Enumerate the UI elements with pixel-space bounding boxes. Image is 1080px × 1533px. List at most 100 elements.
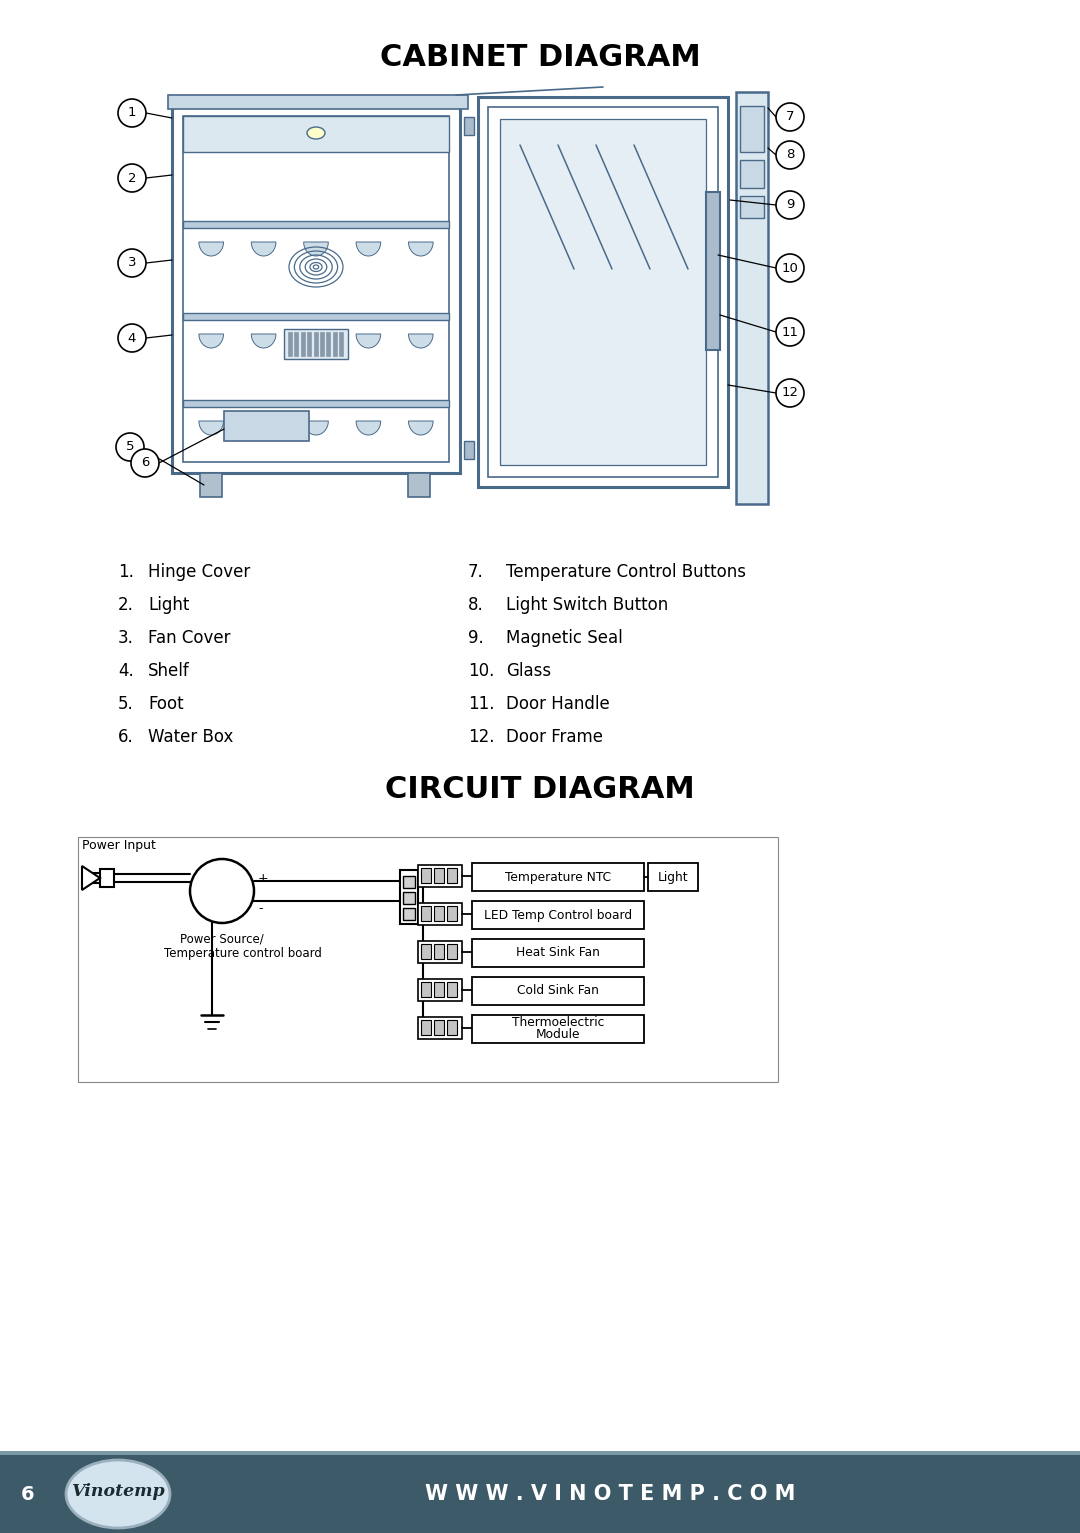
Bar xyxy=(488,107,718,477)
Text: Shelf: Shelf xyxy=(148,662,190,681)
Text: Temperature control board: Temperature control board xyxy=(164,946,322,960)
Bar xyxy=(478,97,728,487)
Text: Power Source/: Power Source/ xyxy=(180,932,264,946)
Circle shape xyxy=(777,192,804,219)
Bar xyxy=(418,980,462,1001)
Circle shape xyxy=(777,317,804,346)
Bar xyxy=(464,117,474,135)
Text: 5.: 5. xyxy=(118,694,134,713)
Text: 8: 8 xyxy=(786,149,794,161)
Bar xyxy=(284,330,348,359)
Bar xyxy=(472,901,644,929)
Bar xyxy=(421,983,431,996)
Bar xyxy=(183,313,449,320)
Bar xyxy=(200,474,222,497)
Bar xyxy=(421,868,431,883)
Circle shape xyxy=(777,141,804,169)
Text: 2: 2 xyxy=(127,172,136,184)
Text: Foot: Foot xyxy=(148,694,184,713)
Text: 2.: 2. xyxy=(118,596,134,615)
Bar xyxy=(434,944,444,960)
Text: 9.: 9. xyxy=(468,629,484,647)
Bar xyxy=(735,92,768,504)
Bar xyxy=(307,333,311,356)
Bar xyxy=(295,333,298,356)
Bar xyxy=(472,1015,644,1042)
Text: Vinotemp: Vinotemp xyxy=(71,1484,165,1501)
Text: 5: 5 xyxy=(125,440,134,454)
Text: Light: Light xyxy=(148,596,189,615)
Polygon shape xyxy=(408,422,433,435)
Bar xyxy=(224,411,309,442)
Bar xyxy=(464,442,474,458)
Text: Fan Cover: Fan Cover xyxy=(148,629,230,647)
Text: 3.: 3. xyxy=(118,629,134,647)
Bar xyxy=(447,983,457,996)
Circle shape xyxy=(777,379,804,406)
Polygon shape xyxy=(82,866,100,891)
Bar xyxy=(403,892,415,904)
Bar xyxy=(78,837,778,1082)
Circle shape xyxy=(777,254,804,282)
Bar xyxy=(301,333,305,356)
Bar xyxy=(339,333,343,356)
Text: W W W . V I N O T E M P . C O M: W W W . V I N O T E M P . C O M xyxy=(424,1484,795,1504)
Bar xyxy=(320,333,324,356)
Bar xyxy=(421,944,431,960)
Bar xyxy=(434,983,444,996)
Circle shape xyxy=(116,432,144,461)
Circle shape xyxy=(190,858,254,923)
Bar xyxy=(418,941,462,963)
Polygon shape xyxy=(303,422,328,435)
Text: Door Frame: Door Frame xyxy=(507,728,603,747)
Text: 10.: 10. xyxy=(468,662,495,681)
Text: Light Switch Button: Light Switch Button xyxy=(507,596,669,615)
Text: Glass: Glass xyxy=(507,662,551,681)
Bar xyxy=(421,1019,431,1035)
Bar xyxy=(418,1016,462,1039)
Text: 4: 4 xyxy=(127,331,136,345)
Polygon shape xyxy=(408,334,433,348)
Polygon shape xyxy=(356,242,381,256)
Circle shape xyxy=(118,100,146,127)
Text: CIRCUIT DIAGRAM: CIRCUIT DIAGRAM xyxy=(386,776,694,805)
Bar xyxy=(421,906,431,921)
Text: 8.: 8. xyxy=(468,596,484,615)
Polygon shape xyxy=(356,334,381,348)
Bar xyxy=(418,865,462,888)
Bar xyxy=(472,977,644,1006)
Text: 1: 1 xyxy=(127,106,136,120)
Bar xyxy=(403,875,415,888)
Bar xyxy=(0,1452,1080,1455)
Bar xyxy=(0,1453,1080,1533)
Bar xyxy=(288,333,292,356)
Circle shape xyxy=(118,323,146,353)
Ellipse shape xyxy=(66,1459,170,1528)
Text: 12.: 12. xyxy=(468,728,495,747)
Text: 6: 6 xyxy=(140,457,149,469)
Bar xyxy=(313,333,318,356)
Polygon shape xyxy=(303,334,328,348)
Bar xyxy=(183,117,449,152)
Text: Magnetic Seal: Magnetic Seal xyxy=(507,629,623,647)
Bar xyxy=(447,906,457,921)
Bar xyxy=(403,908,415,920)
Bar xyxy=(740,106,764,152)
Text: +: + xyxy=(258,871,269,885)
Text: -: - xyxy=(258,903,262,915)
Text: 6.: 6. xyxy=(118,728,134,747)
Polygon shape xyxy=(199,334,224,348)
Polygon shape xyxy=(199,422,224,435)
Polygon shape xyxy=(199,242,224,256)
Text: 3: 3 xyxy=(127,256,136,270)
Text: 10: 10 xyxy=(782,262,798,274)
Circle shape xyxy=(777,103,804,130)
Text: Temperature NTC: Temperature NTC xyxy=(505,871,611,883)
Text: Door Handle: Door Handle xyxy=(507,694,610,713)
Ellipse shape xyxy=(307,127,325,140)
Text: Heat Sink Fan: Heat Sink Fan xyxy=(516,946,599,960)
Bar xyxy=(447,868,457,883)
Bar xyxy=(418,903,462,924)
Bar xyxy=(183,221,449,228)
Text: Power Input: Power Input xyxy=(82,839,156,851)
